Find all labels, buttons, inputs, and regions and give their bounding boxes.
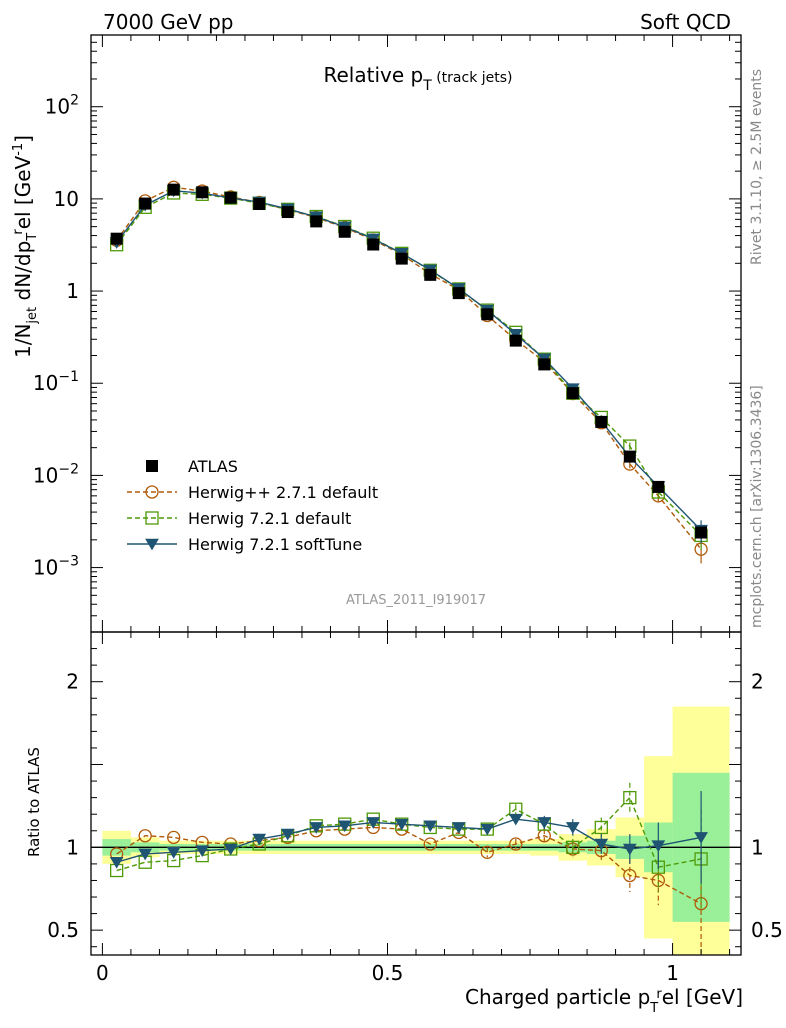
- data-point: [139, 197, 152, 210]
- y-tick-label: 10−3: [33, 554, 79, 580]
- series-point-ratio: [109, 856, 124, 869]
- data-point: [452, 287, 465, 300]
- series-point-ratio: [167, 830, 181, 845]
- data-point: [695, 526, 708, 539]
- legend-label: Herwig 7.2.1 default: [188, 509, 351, 528]
- x-tick-label: 0.5: [372, 961, 404, 985]
- header-left: 7000 GeV pp: [103, 10, 234, 34]
- x-tick-label: 0: [96, 961, 109, 985]
- y-axis-label: 1/Njet dN/dpTrel [GeV-1]: [11, 135, 40, 358]
- x-tick-label: 1: [666, 961, 679, 985]
- series-point-ratio: [694, 832, 708, 844]
- series-point-ratio: [537, 817, 552, 829]
- series-point-ratio: [566, 840, 580, 854]
- series-point-ratio: [594, 838, 609, 851]
- legend: ATLAS Herwig++ 2.7.1 default Herwig 7.2.1 …: [127, 457, 378, 554]
- ratio-tick-label-right: 2: [751, 670, 764, 694]
- data-layer: [110, 183, 708, 539]
- data-point: [110, 232, 123, 245]
- ratio-tick-label: 0.5: [47, 918, 79, 942]
- axes: 0 0.5 1 10−3 10−2 10−1 1 10 102 0.5 0.5 1 1 2 2: [33, 34, 783, 985]
- data-point: [167, 183, 180, 196]
- data-point: [367, 238, 380, 251]
- series-point-ratio: [138, 829, 152, 843]
- series-point-ratio: [651, 840, 666, 853]
- y-tick-label: 1: [66, 279, 79, 303]
- series-point-ratio: [565, 822, 580, 834]
- data-point: [566, 387, 579, 400]
- series-point-ratio: [166, 847, 181, 859]
- series-point-ratio: [508, 813, 523, 826]
- ratio-tick-label-right: 0.5: [751, 918, 783, 942]
- series-line-main: [116, 186, 702, 550]
- series-point-ratio: [309, 822, 324, 834]
- y-tick-label: 102: [45, 93, 79, 119]
- ratio-tick-label-right: 1: [751, 835, 764, 859]
- series-point-ratio: [623, 868, 637, 883]
- data-point: [395, 252, 408, 265]
- series-point-ratio: [594, 820, 608, 835]
- series-point-ratio: [423, 820, 438, 833]
- ratio-frame: [90, 631, 742, 956]
- analysis-id: ATLAS_2011_I919017: [346, 593, 486, 608]
- data-point: [538, 358, 551, 371]
- data-point: [595, 415, 608, 428]
- legend-marker: [145, 511, 159, 525]
- data-point: [481, 308, 494, 321]
- series-point-ratio: [480, 823, 495, 836]
- data-point: [224, 191, 237, 204]
- mcplots-label: mcplots.cern.ch [arXiv:1306.3436]: [749, 385, 765, 628]
- series-point-ratio: [451, 822, 466, 834]
- series-point-ratio: [622, 843, 637, 856]
- data-point: [281, 206, 294, 219]
- series-point-ratio: [480, 845, 494, 859]
- plot-title: Relative pT (track jets): [323, 63, 512, 94]
- x-axis-label: Charged particle pTrel [GeV]: [465, 985, 743, 1016]
- data-point: [623, 450, 636, 463]
- ratio-tick-label: 1: [66, 835, 79, 859]
- data-point: [424, 268, 437, 281]
- data-point: [196, 186, 209, 199]
- data-point: [338, 225, 351, 238]
- ratio-y-label: Ratio to ATLAS: [25, 747, 43, 857]
- series-point-ratio: [423, 837, 437, 851]
- legend-marker: [145, 485, 159, 499]
- legend-label: Herwig++ 2.7.1 default: [188, 483, 378, 502]
- legend-marker: [145, 538, 159, 551]
- data-point: [310, 215, 323, 228]
- y-tick-label: 10: [54, 187, 79, 211]
- series-point-ratio: [223, 843, 238, 856]
- data-point: [652, 480, 665, 493]
- series-point-ratio: [366, 817, 381, 829]
- series-point-ratio: [280, 828, 295, 841]
- uncertainty-bands: [102, 706, 730, 955]
- legend-label: Herwig 7.2.1 softTune: [188, 535, 362, 554]
- series-point-ratio: [509, 837, 523, 851]
- series-point-ratio: [138, 848, 153, 861]
- y-tick-label: 10−1: [33, 369, 79, 395]
- data-point: [253, 198, 266, 211]
- series-point-ratio: [623, 790, 637, 805]
- ratio-tick-label: 2: [66, 670, 79, 694]
- series-point-ratio: [537, 829, 551, 843]
- series-point-ratio: [195, 845, 210, 858]
- series-point-ratio: [252, 833, 267, 846]
- legend-marker: [146, 460, 158, 472]
- data-point: [509, 334, 522, 347]
- legend-label: ATLAS: [188, 457, 238, 476]
- header-right: Soft QCD: [640, 10, 731, 34]
- y-tick-label: 10−2: [33, 461, 79, 487]
- series-point-ratio: [394, 818, 409, 831]
- rivet-label: Rivet 3.1.10, ≥ 2.5M events: [749, 69, 765, 265]
- series-point-ratio: [337, 820, 352, 833]
- series-line-main: [116, 190, 702, 531]
